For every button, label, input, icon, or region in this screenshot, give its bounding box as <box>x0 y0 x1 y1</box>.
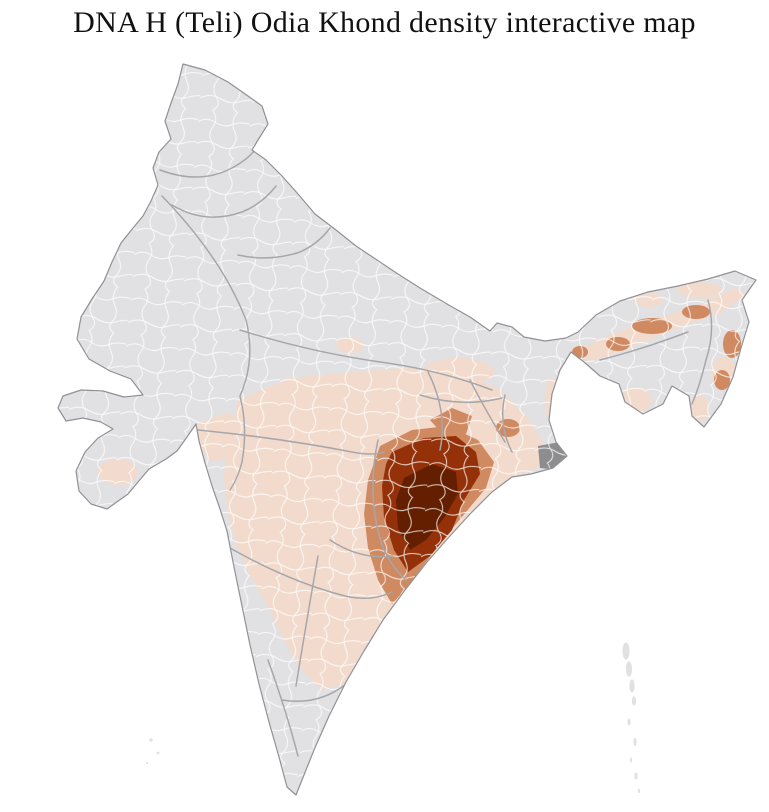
district-borders-mesh <box>58 64 756 795</box>
state-borders <box>159 147 713 757</box>
lakshadweep-islands[interactable] <box>145 737 161 765</box>
map-title: DNA H (Teli) Odia Khond density interact… <box>73 6 696 39</box>
india-coastline <box>57 63 757 796</box>
andaman-nicobar-islands[interactable] <box>621 641 641 794</box>
